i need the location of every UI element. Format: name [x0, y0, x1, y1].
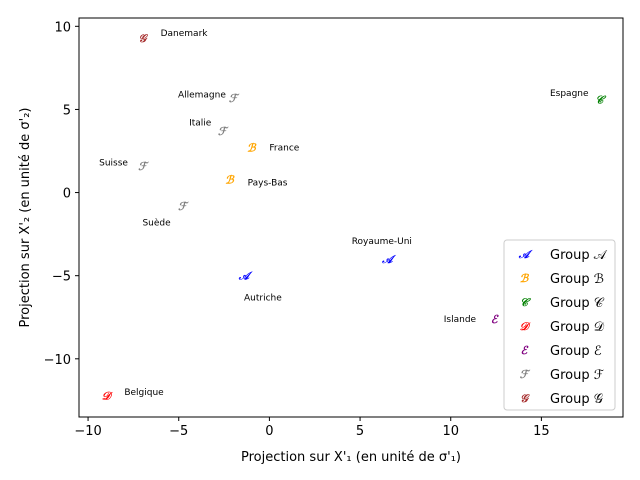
legend-entry: Group 𝒞: [550, 296, 605, 311]
data-point: ℬ: [225, 173, 235, 186]
legend-entry: Group 𝒜: [550, 248, 608, 263]
data-point: 𝒟: [102, 389, 113, 402]
y-axis-label: Projection sur X'₂ (en unité de σ'₂): [18, 108, 33, 328]
point-label: Danemark: [161, 29, 209, 39]
legend-marker: 𝒞: [520, 296, 531, 309]
x-tick-label: −10: [74, 424, 101, 439]
legend-box: [503, 239, 616, 411]
plot-frame: [78, 17, 624, 418]
point-label: France: [269, 144, 299, 154]
data-point: ℱ: [229, 92, 240, 105]
legend-entry: Group 𝒢: [550, 392, 603, 407]
axes: −10 −5 0 5 10 15 10 5 0 −5 −10: [44, 17, 624, 439]
legend-marker: ℰ: [521, 344, 529, 357]
legend-marker: 𝒢: [520, 392, 530, 405]
point-label: Suède: [142, 217, 171, 228]
legend-marker: ℬ: [520, 272, 530, 285]
x-tick-label: 5: [356, 424, 364, 439]
point-label: Royaume-Uni: [352, 237, 412, 247]
point-label: Espagne: [550, 89, 589, 99]
point-label: Autriche: [244, 293, 282, 303]
data-point: 𝒜: [238, 270, 254, 283]
legend-entry: Group ℰ: [550, 344, 602, 359]
y-tick-label: −5: [52, 270, 71, 285]
data-point: ℬ: [247, 142, 257, 155]
y-tick-label: 5: [63, 103, 71, 118]
data-point: 𝒜: [381, 253, 397, 266]
data-point: 𝒞: [595, 93, 606, 106]
data-point: ℱ: [218, 125, 229, 138]
legend-entry: Group ℱ: [550, 368, 604, 383]
x-tick-label: −5: [169, 424, 188, 439]
data-point: 𝒢: [139, 32, 149, 45]
legend-entry: Group ℬ: [550, 272, 604, 287]
point-label: Allemagne: [178, 90, 226, 100]
point-label: Pays-Bas: [248, 179, 288, 189]
legend-entry: Group 𝒟: [550, 320, 605, 335]
x-tick-label: 0: [265, 424, 273, 439]
y-tick-label: 10: [54, 20, 71, 35]
x-tick-label: 10: [442, 424, 459, 439]
data-point: ℱ: [138, 160, 149, 173]
point-label: Belgique: [124, 388, 164, 398]
point-labels: Danemark Allemagne Italie Suisse Suède France…: [99, 29, 589, 398]
point-label: Islande: [444, 315, 477, 325]
data-point: ℰ: [491, 313, 499, 326]
x-axis-label: Projection sur X'₁ (en unité de σ'₁): [241, 450, 461, 465]
y-tick-label: −10: [44, 353, 71, 368]
y-tick-label: 0: [63, 187, 71, 202]
legend-marker: 𝒟: [520, 320, 531, 333]
data-point: ℱ: [178, 200, 189, 213]
point-label: Suisse: [99, 159, 128, 169]
legend: 𝒜 Group 𝒜ℬ Group ℬ𝒞 Group 𝒞𝒟 Group 𝒟ℰ Group ℰ…: [503, 239, 616, 411]
legend-marker: ℱ: [520, 368, 531, 381]
point-label: Italie: [189, 119, 212, 129]
x-tick-label: 15: [533, 424, 550, 439]
